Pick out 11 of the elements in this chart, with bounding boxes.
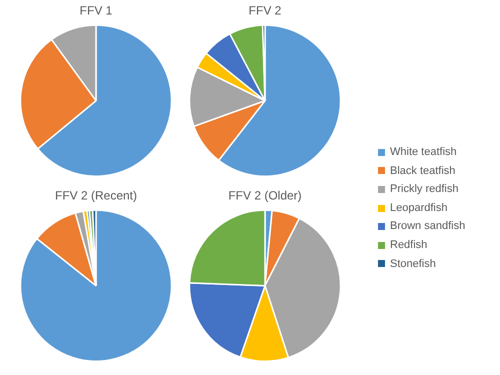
chart-title: FFV 2 <box>248 4 282 18</box>
legend-label: Leopardfish <box>390 200 448 216</box>
legend-label: White teatfish <box>390 145 457 160</box>
legend-label: Black teatfish <box>390 164 456 179</box>
legend-label: Prickly redfish <box>390 182 458 198</box>
legend-label: Redfish <box>390 238 428 253</box>
legend-label: Stonefish <box>390 256 436 272</box>
chart-title: FFV 2 (Recent) <box>54 188 138 203</box>
chart-title: FFV 1 <box>80 4 113 18</box>
chart-title: FFV 2 (Older) <box>228 188 302 203</box>
legend-label: Brown sandfish <box>390 219 466 234</box>
